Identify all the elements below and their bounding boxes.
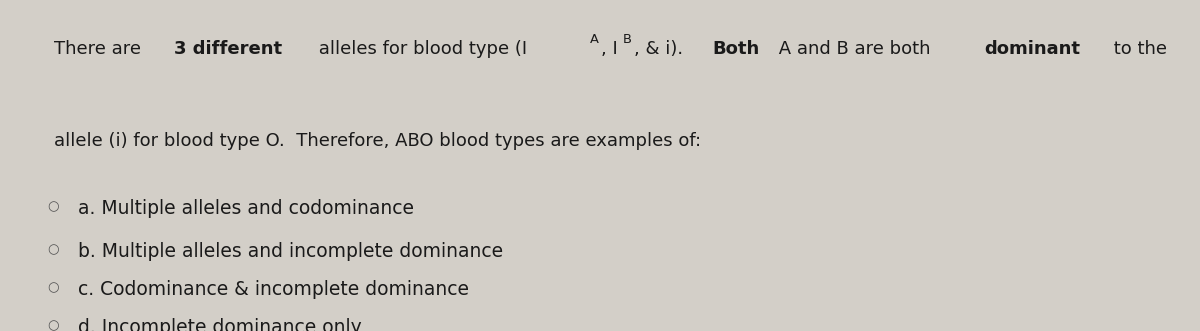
Text: a. Multiple alleles and codominance: a. Multiple alleles and codominance (78, 199, 414, 217)
Text: , & i).: , & i). (634, 40, 695, 58)
Text: Both: Both (713, 40, 760, 58)
Text: ○: ○ (47, 200, 59, 213)
Text: ○: ○ (47, 243, 59, 256)
Text: to the: to the (1108, 40, 1166, 58)
Text: ○: ○ (47, 281, 59, 294)
Text: A: A (589, 33, 599, 46)
Text: ○: ○ (47, 319, 59, 331)
Text: d. Incomplete dominance only: d. Incomplete dominance only (78, 318, 361, 331)
Text: allele (i) for blood type O.  Therefore, ABO blood types are examples of:: allele (i) for blood type O. Therefore, … (54, 132, 701, 150)
Text: c. Codominance & incomplete dominance: c. Codominance & incomplete dominance (78, 280, 469, 299)
Text: dominant: dominant (984, 40, 1080, 58)
Text: A and B are both: A and B are both (773, 40, 936, 58)
Text: 3 different: 3 different (174, 40, 282, 58)
Text: B: B (623, 33, 631, 46)
Text: There are: There are (54, 40, 146, 58)
Text: , I: , I (601, 40, 618, 58)
Text: alleles for blood type (I: alleles for blood type (I (313, 40, 527, 58)
Text: b. Multiple alleles and incomplete dominance: b. Multiple alleles and incomplete domin… (78, 242, 503, 260)
